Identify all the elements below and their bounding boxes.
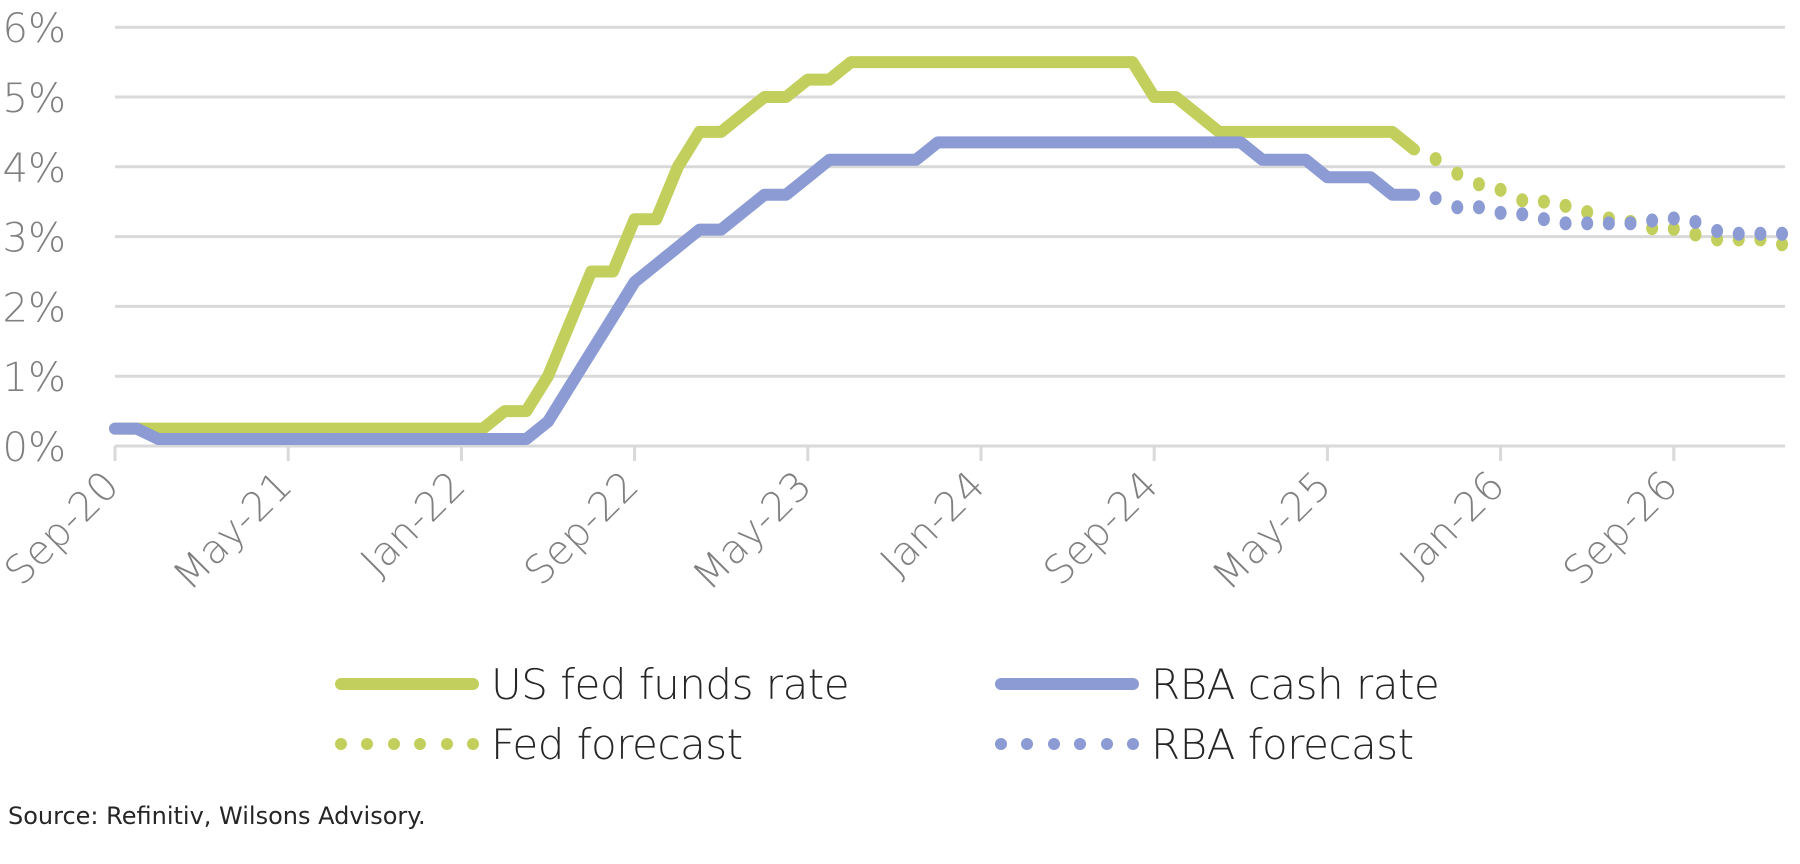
forecast-point bbox=[1537, 194, 1550, 209]
forecast-point bbox=[1624, 216, 1637, 231]
x-tick-label: May-21 bbox=[165, 463, 302, 600]
gridlines bbox=[115, 25, 1785, 378]
forecast-point bbox=[1451, 200, 1464, 215]
forecast-point bbox=[1602, 216, 1615, 231]
forecast-point bbox=[1689, 227, 1702, 242]
forecast-point bbox=[1537, 212, 1550, 227]
forecast-point bbox=[1689, 214, 1702, 229]
forecast-point bbox=[1559, 216, 1572, 231]
forecast-point bbox=[1581, 205, 1594, 220]
forecast-point bbox=[1516, 193, 1529, 208]
forecast-point bbox=[1451, 166, 1464, 181]
forecast-point bbox=[1667, 221, 1680, 236]
x-tick-label: Jan-26 bbox=[1391, 463, 1513, 585]
forecast-point bbox=[1776, 237, 1789, 252]
forecast-point bbox=[1711, 224, 1724, 239]
y-tick-label: 1% bbox=[3, 355, 66, 401]
x-tick-label: Sep-22 bbox=[516, 463, 648, 595]
y-tick-label: 0% bbox=[3, 425, 66, 471]
x-axis: Sep-20 May-21 Jan-22 Sep-22 May-23 Jan-24 Sep-… bbox=[0, 444, 1785, 600]
x-tick-label: Sep-20 bbox=[0, 463, 128, 595]
forecast-point bbox=[1646, 213, 1659, 228]
forecast-point bbox=[1581, 216, 1594, 231]
forecast-point bbox=[1429, 152, 1442, 167]
x-tick-label: May-23 bbox=[684, 463, 821, 600]
forecast-point bbox=[1429, 191, 1442, 206]
y-tick-label: 6% bbox=[3, 6, 66, 52]
forecast-point bbox=[1494, 182, 1507, 197]
y-tick-label: 4% bbox=[3, 146, 66, 192]
y-tick-label: 3% bbox=[3, 216, 66, 262]
x-tick-label: May-25 bbox=[1204, 463, 1341, 600]
x-tick-label: Sep-26 bbox=[1555, 463, 1687, 595]
forecast-point bbox=[1732, 226, 1745, 241]
series-rba-cash-rate bbox=[109, 136, 1420, 445]
forecast-point bbox=[1559, 198, 1572, 213]
forecast-point bbox=[1494, 205, 1507, 220]
x-tick-label: Jan-22 bbox=[352, 463, 474, 585]
forecast-point bbox=[1516, 207, 1529, 222]
x-tick-label: Sep-24 bbox=[1035, 463, 1167, 595]
y-tick-label: 2% bbox=[3, 285, 66, 331]
forecast-point bbox=[1472, 177, 1485, 192]
y-axis: 0% 1% 2% 3% 4% 5% 6% bbox=[3, 6, 66, 471]
series-line-rba-cash-rate bbox=[109, 136, 1420, 445]
forecast-point bbox=[1776, 226, 1789, 241]
source-note: Source: Refinitiv, Wilsons Advisory. bbox=[8, 802, 426, 830]
forecast-point bbox=[1754, 226, 1767, 241]
series-layer bbox=[109, 56, 1789, 445]
forecast-point bbox=[1472, 200, 1485, 215]
series-line-us-fed-funds-rate bbox=[109, 56, 1420, 435]
forecast-point bbox=[1667, 211, 1680, 226]
series-rba-forecast bbox=[1429, 191, 1789, 241]
y-tick-label: 5% bbox=[3, 76, 66, 122]
series-us-fed-funds-rate bbox=[109, 56, 1420, 435]
x-tick-label: Jan-24 bbox=[872, 463, 994, 585]
